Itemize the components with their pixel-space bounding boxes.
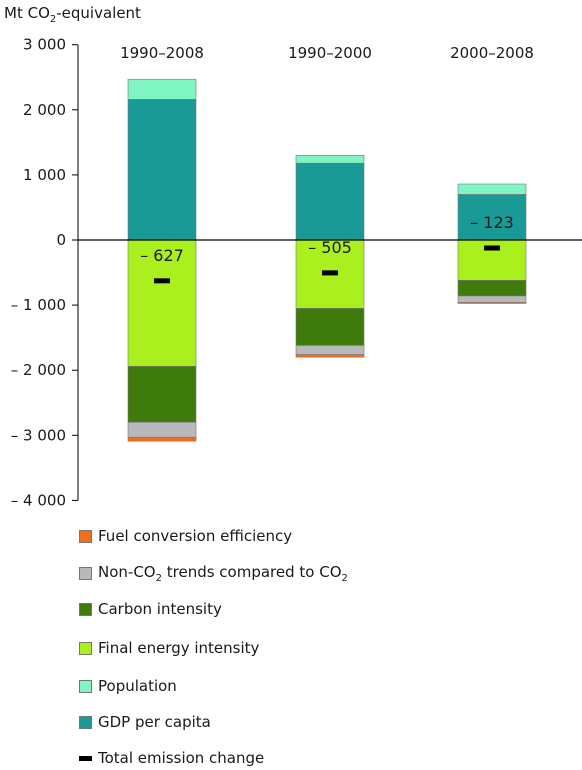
- bar-segment-gdp-per-capita: [295, 162, 365, 241]
- legend-label-population: Population: [98, 677, 177, 695]
- y-axis-title: Mt CO2-equivalent: [4, 4, 141, 25]
- y-tick-label: 0: [56, 231, 66, 249]
- category-label: 2000–2008: [450, 44, 534, 62]
- total-emission-label: – 627: [140, 246, 184, 265]
- y-tick-label: 1 000: [23, 166, 66, 184]
- legend-item-fuel-conversion-efficiency: Fuel conversion efficiency: [76, 524, 292, 548]
- y-tick-label: 3 000: [23, 36, 66, 54]
- bar-segment-carbon-intensity: [295, 308, 365, 346]
- total-emission-marker: [154, 278, 170, 284]
- bar-segment-fuel-conversion-efficiency: [295, 354, 365, 358]
- category-label: 1990–2000: [288, 44, 372, 62]
- legend-label-non-co2: Non-CO2 trends compared to CO2: [98, 562, 348, 584]
- legend-swatch-population: [79, 679, 92, 693]
- total-emission-marker: [484, 245, 500, 251]
- legend-swatch-fuel: [79, 529, 92, 543]
- legend-label-total: Total emission change: [98, 749, 265, 767]
- legend-item-carbon-intensity: Carbon intensity: [76, 597, 222, 621]
- legend-item-population: Population: [76, 674, 177, 698]
- bar-segment-gdp-per-capita: [127, 99, 197, 241]
- legend-label-carbon: Carbon intensity: [98, 600, 222, 618]
- total-emission-label: – 505: [308, 238, 352, 257]
- category-label: 1990–2008: [120, 44, 204, 62]
- legend-item-non-co2-trends: Non-CO2 trends compared to CO2: [76, 561, 348, 585]
- legend-label-energy: Final energy intensity: [98, 639, 260, 657]
- legend-swatch-carbon: [79, 602, 92, 616]
- legend-swatch-energy: [79, 641, 92, 655]
- legend-swatch-gdp: [79, 715, 92, 729]
- bar-segment-final-energy-intensity: [127, 239, 197, 367]
- total-emission-label: – 123: [470, 213, 514, 232]
- legend-label-gdp: GDP per capita: [98, 713, 211, 731]
- legend-item-final-energy-intensity: Final energy intensity: [76, 636, 259, 660]
- legend-item-total-emission-change: Total emission change: [76, 746, 264, 770]
- total-emission-marker: [322, 270, 338, 276]
- bar-segment-carbon-intensity: [127, 365, 197, 423]
- bar-segment-fuel-conversion-efficiency: [127, 436, 197, 442]
- bar-segment-carbon-intensity: [457, 280, 527, 297]
- legend-item-gdp-per-capita: GDP per capita: [76, 710, 211, 734]
- legend-label-fuel: Fuel conversion efficiency: [98, 527, 293, 545]
- bar-segment-gdp-per-capita: [457, 194, 527, 241]
- bar-segment-non-co2-trends-compared-to-co2: [127, 421, 197, 438]
- y-tick-label: – 2 000: [11, 361, 66, 379]
- bar-segment-population: [295, 155, 365, 164]
- bar-segment-fuel-conversion-efficiency: [457, 302, 527, 304]
- bar-segment-population: [127, 78, 197, 100]
- stacked-bar-chart: 3 000 2 000 1 000 0 – 1 000 – 2 000 – 3 000 – 4…: [11, 36, 582, 509]
- bar-segment-population: [457, 183, 527, 195]
- bar-segment-non-co2-trends-compared-to-co2: [295, 345, 365, 355]
- legend-swatch-non-co2: [79, 566, 92, 580]
- legend-swatch-total: [79, 755, 92, 761]
- y-tick-label: 2 000: [23, 101, 66, 119]
- bar-segment-non-co2-trends-compared-to-co2: [457, 295, 527, 303]
- y-tick-label: – 1 000: [11, 296, 66, 314]
- y-tick-label: – 4 000: [11, 491, 66, 509]
- y-tick-label: – 3 000: [11, 426, 66, 444]
